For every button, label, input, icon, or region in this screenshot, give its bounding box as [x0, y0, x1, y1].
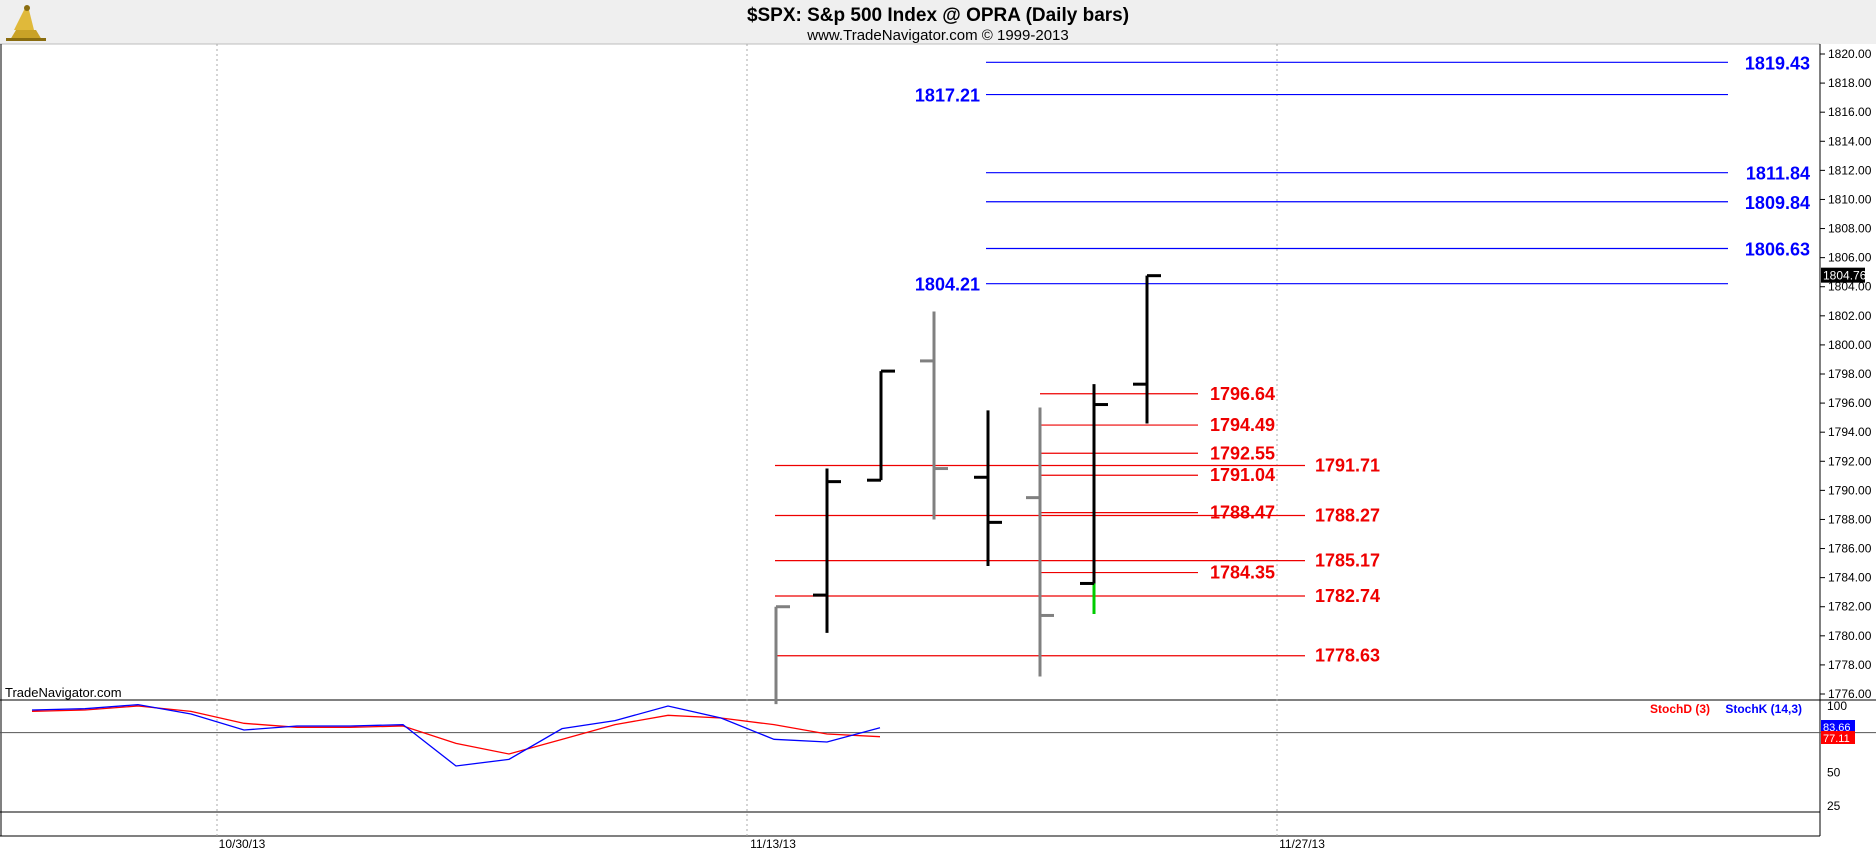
ohlc-bar — [974, 410, 1002, 566]
stochd-last-label: 77.11 — [1823, 733, 1850, 745]
price-tick-label: 1798.00 — [1828, 367, 1872, 381]
header-band — [0, 0, 1876, 44]
stochastic-panel: 100 50 25 — [0, 699, 1876, 813]
ohlc-bar — [1026, 407, 1054, 677]
last-price-badge: 1804.76 — [1821, 267, 1867, 283]
price-tick-label: 1790.00 — [1828, 483, 1872, 497]
resistance-level-label: 1819.43 — [1745, 53, 1810, 73]
support-level-label: 1788.27 — [1315, 506, 1380, 526]
date-tick-label: 11/13/13 — [750, 837, 796, 851]
support-level-label: 1796.64 — [1210, 384, 1275, 404]
ohlc-bar — [774, 605, 790, 705]
stochd-line — [31, 705, 881, 755]
stochk-line — [31, 704, 881, 767]
date-axis: 10/30/13 11/13/13 11/27/13 — [219, 837, 1326, 851]
stoch-tick-label: 25 — [1827, 799, 1841, 813]
resistance-level-label: 1817.21 — [915, 86, 980, 106]
ohlc-bar — [1133, 274, 1161, 424]
support-level-label: 1782.74 — [1315, 586, 1380, 606]
support-level-label: 1785.17 — [1315, 551, 1380, 571]
tradenavigator-logo-icon[interactable] — [6, 5, 46, 41]
price-axis: 1820.00 1818.00 1816.00 1814.00 1812.00 1810.… — [1820, 47, 1872, 701]
ohlc-bar — [920, 311, 948, 520]
resistance-level-label: 1811.84 — [1746, 164, 1810, 184]
support-level-label: 1778.63 — [1315, 646, 1380, 666]
price-tick-label: 1780.00 — [1828, 629, 1872, 643]
stoch-tick-label: 100 — [1827, 699, 1847, 713]
price-tick-label: 1782.00 — [1828, 600, 1872, 614]
ohlc-bar — [867, 369, 895, 482]
price-tick-label: 1800.00 — [1828, 338, 1872, 352]
watermark-text: TradeNavigator.com — [5, 685, 122, 700]
vertical-gridlines — [216, 44, 1278, 836]
last-price-label: 1804.76 — [1823, 269, 1867, 283]
resistance-level-label: 1804.21 — [915, 275, 980, 295]
price-tick-label: 1794.00 — [1828, 425, 1872, 439]
price-tick-label: 1778.00 — [1828, 658, 1872, 672]
price-tick-label: 1802.00 — [1828, 309, 1872, 323]
price-tick-label: 1776.00 — [1828, 687, 1872, 701]
stoch-tick-label: 50 — [1827, 766, 1841, 780]
resistance-level-label: 1806.63 — [1745, 239, 1810, 259]
resistance-level-label: 1809.84 — [1745, 193, 1810, 213]
support-level-label: 1791.71 — [1315, 455, 1380, 475]
plot-frame — [0, 43, 1876, 837]
support-level-label: 1788.47 — [1210, 503, 1275, 523]
price-tick-label: 1808.00 — [1828, 222, 1872, 236]
price-tick-label: 1814.00 — [1828, 134, 1872, 148]
date-tick-label: 11/27/13 — [1279, 837, 1325, 851]
price-tick-label: 1810.00 — [1828, 192, 1872, 206]
price-tick-label: 1804.00 — [1828, 280, 1872, 294]
legend-stochd[interactable]: StochD (3) — [1650, 702, 1710, 716]
price-tick-label: 1820.00 — [1828, 47, 1872, 61]
price-tick-label: 1796.00 — [1828, 396, 1872, 410]
ohlc-bars — [774, 274, 1161, 705]
ohlc-bar — [1080, 384, 1108, 614]
support-level-label: 1784.35 — [1210, 563, 1275, 583]
chart-subtitle: www.TradeNavigator.com © 1999-2013 — [806, 27, 1068, 44]
price-tick-label: 1806.00 — [1828, 251, 1872, 265]
support-level-label: 1792.55 — [1210, 443, 1275, 463]
date-tick-label: 10/30/13 — [219, 837, 266, 851]
price-tick-label: 1788.00 — [1828, 512, 1872, 526]
price-tick-label: 1786.00 — [1828, 542, 1872, 556]
ohlc-bar — [813, 468, 841, 633]
chart-title: $SPX: S&p 500 Index @ OPRA (Daily bars) — [747, 5, 1129, 26]
stochd-last-badge: 77.11 — [1821, 731, 1855, 745]
support-level-label: 1794.49 — [1210, 415, 1275, 435]
price-tick-label: 1812.00 — [1828, 163, 1872, 177]
price-tick-label: 1818.00 — [1828, 76, 1872, 90]
price-tick-label: 1816.00 — [1828, 105, 1872, 119]
legend-stochk[interactable]: StochK (14,3) — [1725, 702, 1802, 716]
fibonacci-levels: 1819.43 1817.21 1811.84 1809.84 1806.63 1804.… — [775, 53, 1810, 666]
price-tick-label: 1792.00 — [1828, 454, 1872, 468]
support-level-label: 1791.04 — [1210, 465, 1275, 485]
price-tick-label: 1784.00 — [1828, 571, 1872, 585]
